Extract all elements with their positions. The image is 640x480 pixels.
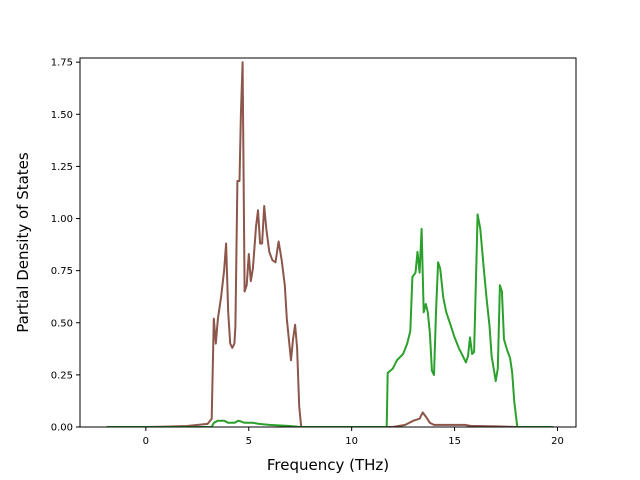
x-tick-label: 5 [246, 436, 252, 447]
y-tick-label: 0.75 [51, 266, 73, 277]
y-tick-label: 1.25 [51, 162, 73, 173]
plot-frame [79, 57, 577, 428]
y-tick-label: 0.25 [51, 370, 73, 381]
y-tick-label: 1.75 [51, 58, 73, 69]
plot-lines [106, 61, 554, 427]
y-axis-label: Partial Density of States [14, 152, 32, 333]
x-tick-label: 0 [143, 436, 149, 447]
series-line-0 [106, 61, 554, 427]
y-axis-ticks: 0.00 0.25 0.50 0.75 1.00 1.25 1.50 1.75 [51, 58, 80, 434]
y-tick-label: 0.50 [51, 318, 73, 329]
x-axis-ticks: 0 5 10 15 20 [143, 427, 564, 447]
x-axis-label: Frequency (THz) [267, 456, 389, 474]
x-tick-label: 10 [345, 436, 358, 447]
y-tick-label: 0.00 [51, 423, 73, 434]
x-tick-label: 15 [448, 436, 461, 447]
x-tick-label: 20 [551, 436, 564, 447]
y-tick-label: 1.00 [51, 214, 73, 225]
y-tick-label: 1.50 [51, 110, 73, 121]
series-line-1 [106, 213, 554, 427]
